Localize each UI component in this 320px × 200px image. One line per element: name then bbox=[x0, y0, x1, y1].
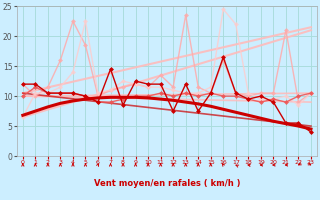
X-axis label: Vent moyen/en rafales ( km/h ): Vent moyen/en rafales ( km/h ) bbox=[94, 179, 240, 188]
